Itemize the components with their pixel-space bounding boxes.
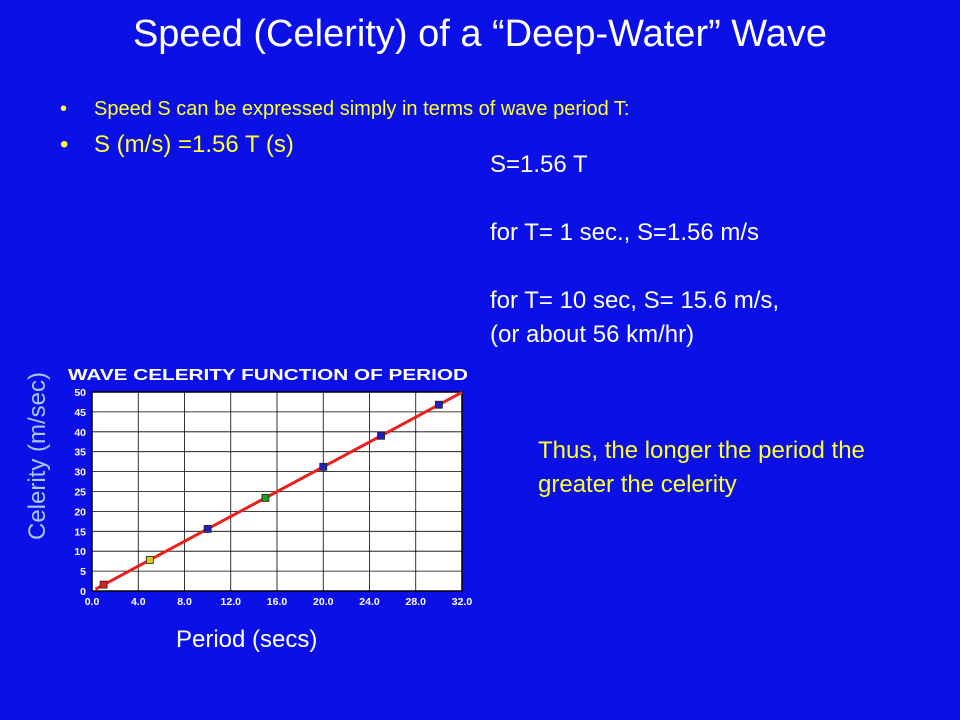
y-tick-label: 25: [74, 487, 86, 499]
x-tick-label: 0.0: [85, 596, 100, 608]
y-tick-label: 15: [74, 526, 86, 538]
example-2-line-2: (or about 56 km/hr): [490, 321, 695, 348]
y-tick-label: 40: [74, 427, 86, 439]
x-tick-label: 28.0: [406, 596, 427, 608]
data-point: [261, 493, 270, 502]
y-tick-label: 20: [74, 506, 86, 518]
y-tick-label: 5: [80, 566, 86, 578]
fit-line: [94, 390, 463, 591]
x-tick-label: 8.0: [177, 596, 192, 608]
data-point: [203, 525, 212, 533]
x-tick-label: 16.0: [267, 596, 288, 608]
x-tick-label: 32.0: [452, 596, 473, 608]
worked-examples: S=1.56 T for T= 1 sec., S=1.56 m/s for T…: [490, 148, 779, 352]
example-2-line-1: for T= 10 sec, S= 15.6 m/s,: [490, 287, 780, 314]
data-point: [145, 556, 154, 564]
bullet-list: Speed S can be expressed simply in terms…: [60, 94, 629, 162]
data-point: [319, 462, 328, 471]
x-tick-label: 20.0: [313, 596, 334, 608]
x-axis-label: Period (secs): [176, 626, 318, 653]
formula-text: S=1.56 T: [490, 151, 588, 178]
data-point: [99, 580, 108, 589]
conclusion-text: Thus, the longer the period the greater …: [538, 437, 865, 498]
data-point: [377, 431, 385, 440]
bullet-speed-description: Speed S can be expressed simply in terms…: [60, 94, 629, 124]
y-tick-label: 10: [74, 546, 86, 558]
slide-title: Speed (Celerity) of a “Deep-Water” Wave: [132, 13, 828, 55]
x-tick-label: 24.0: [359, 596, 380, 608]
y-tick-label: 0: [80, 586, 86, 598]
bullet-formula: S (m/s) =1.56 T (s): [60, 128, 629, 162]
example-1-text: for T= 1 sec., S=1.56 m/s: [490, 219, 760, 246]
x-tick-label: 12.0: [221, 596, 242, 608]
y-tick-label: 45: [74, 407, 86, 419]
y-tick-label: 35: [74, 447, 86, 459]
x-tick-label: 4.0: [131, 596, 146, 608]
y-tick-label: 50: [74, 387, 86, 399]
chart-title: WAVE CELERITY FUNCTION OF PERIOD: [68, 367, 468, 384]
celerity-chart: WAVE CELERITY FUNCTION OF PERIOD 0 5 10 15 2…: [68, 367, 473, 608]
y-axis-label-text: Celerity (m/sec): [24, 371, 51, 541]
y-tick-label: 30: [74, 467, 86, 479]
data-point: [434, 400, 443, 409]
